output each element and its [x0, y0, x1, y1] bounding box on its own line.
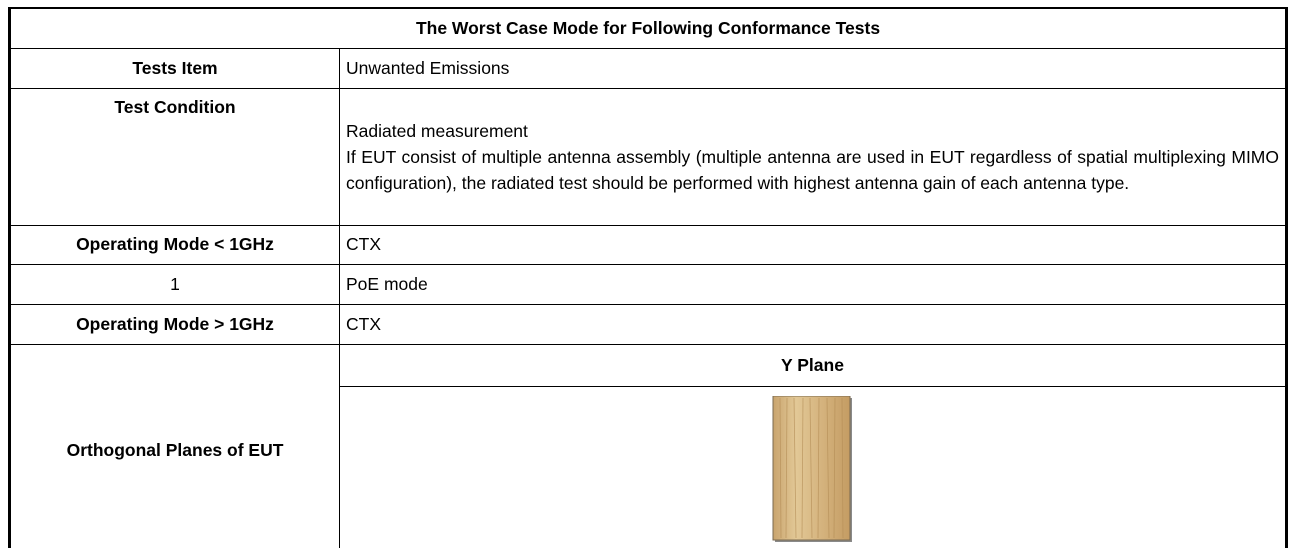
row-value: Radiated measurement If EUT consist of m… — [339, 87, 1287, 226]
row-value: CTX — [339, 303, 1287, 345]
row-value: Unwanted Emissions — [339, 47, 1287, 89]
table-title: The Worst Case Mode for Following Confor… — [9, 7, 1287, 49]
condition-line: Radiated measurement — [346, 120, 528, 141]
row-label: Orthogonal Planes of EUT — [9, 343, 340, 548]
plane-header: Y Plane — [339, 343, 1287, 387]
row-label: Tests Item — [9, 47, 340, 89]
row-value: CTX — [339, 224, 1287, 265]
row-label: Operating Mode > 1GHz — [9, 303, 340, 345]
row-value: PoE mode — [339, 263, 1287, 305]
eut-photo — [772, 395, 852, 542]
row-label: Test Condition — [9, 87, 340, 226]
plane-image-cell — [339, 385, 1287, 548]
row-label: Operating Mode < 1GHz — [9, 224, 340, 265]
conformance-table: The Worst Case Mode for Following Confor… — [8, 7, 1288, 548]
condition-text: If EUT consist of multiple antenna assem… — [346, 146, 1279, 193]
row-label: 1 — [9, 263, 340, 305]
table-container: The Worst Case Mode for Following Confor… — [8, 7, 1288, 548]
